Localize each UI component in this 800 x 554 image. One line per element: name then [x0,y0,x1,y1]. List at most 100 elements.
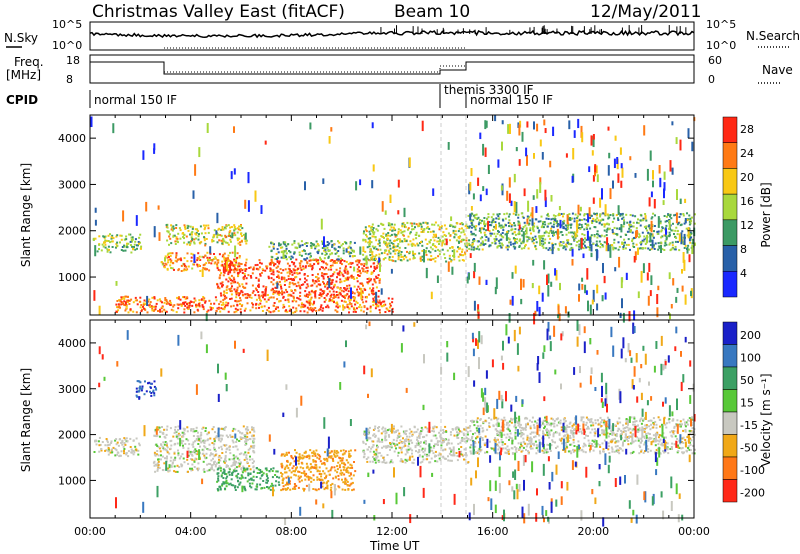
data-cell [340,257,343,260]
noise-cell [539,235,542,246]
noise-cell [556,228,559,240]
data-cell [350,473,352,476]
data-cell [659,222,662,225]
data-cell [178,457,181,460]
data-cell [420,241,422,244]
noise-cell [314,290,317,298]
data-cell [120,298,123,300]
data-cell [241,227,244,230]
data-cell [154,430,157,433]
data-cell [209,463,212,465]
data-cell [285,252,288,255]
data-cell [175,252,178,255]
data-cell [244,489,247,492]
data-cell [374,259,376,262]
data-cell [234,445,237,448]
data-cell [347,471,350,474]
data-cell [125,437,128,440]
data-cell [312,308,315,311]
data-cell [541,224,544,227]
data-cell [108,443,111,446]
data-cell [314,296,317,299]
data-cell [522,241,525,244]
data-cell [331,281,334,284]
data-cell [310,290,313,293]
data-cell [259,483,262,486]
data-cell [236,304,239,307]
data-cell [504,233,507,236]
data-cell [303,455,306,458]
data-cell [138,444,141,447]
data-cell [578,227,580,229]
data-cell [426,243,429,245]
data-cell [142,305,144,308]
data-cell [272,247,275,250]
data-cell [282,453,285,456]
data-cell [116,241,119,244]
data-cell [351,262,354,265]
data-cell [316,476,319,479]
data-cell [171,226,174,229]
noise-cell [403,207,406,218]
data-cell [232,484,235,487]
data-cell [127,299,130,302]
data-cell [407,235,410,238]
data-cell [212,240,215,242]
data-cell [98,235,101,238]
data-cell [313,282,316,285]
data-cell [317,273,319,276]
data-cell [161,446,164,449]
data-cell [176,303,179,306]
data-cell [438,440,441,443]
data-cell [438,250,441,253]
data-cell [553,220,556,223]
noise-cell [478,276,481,285]
data-cell [356,277,358,280]
data-cell [433,223,436,226]
data-cell [166,451,169,454]
data-cell [229,261,232,263]
data-cell [164,310,167,313]
noise-cell [644,215,647,220]
data-cell [500,238,503,241]
y-tick-label: 1000 [58,271,86,284]
noise-cell [531,207,534,219]
data-cell [585,226,588,229]
data-cell [293,252,296,255]
data-cell [212,258,215,261]
data-cell [557,223,560,225]
power-x-ticks [89,115,695,315]
data-cell [337,286,339,289]
data-cell [378,244,381,247]
noise-cell [94,207,97,213]
data-cell [582,242,585,245]
data-cell [456,222,459,225]
noise-cell [592,289,595,302]
data-cell [438,243,440,245]
noise-cell [586,268,589,280]
data-cell [353,255,356,257]
data-cell [437,224,440,227]
noise-cell [656,294,659,305]
data-cell [433,443,436,446]
data-cell [322,260,325,263]
data-cell [251,445,254,448]
noise-cell [634,251,637,261]
data-cell [365,296,368,299]
data-cell [312,459,315,461]
data-cell [482,243,485,246]
data-cell [386,243,389,246]
data-cell [212,236,215,239]
data-cell [411,250,414,253]
data-cell [276,292,279,295]
data-cell [286,460,288,463]
data-cell [596,217,599,220]
data-cell [239,225,242,228]
data-cell [517,228,520,231]
data-cell [366,246,369,249]
data-cell [135,437,138,440]
data-cell [227,310,230,313]
data-cell [225,444,228,447]
data-cell [348,453,351,456]
noise-cell [621,167,624,178]
